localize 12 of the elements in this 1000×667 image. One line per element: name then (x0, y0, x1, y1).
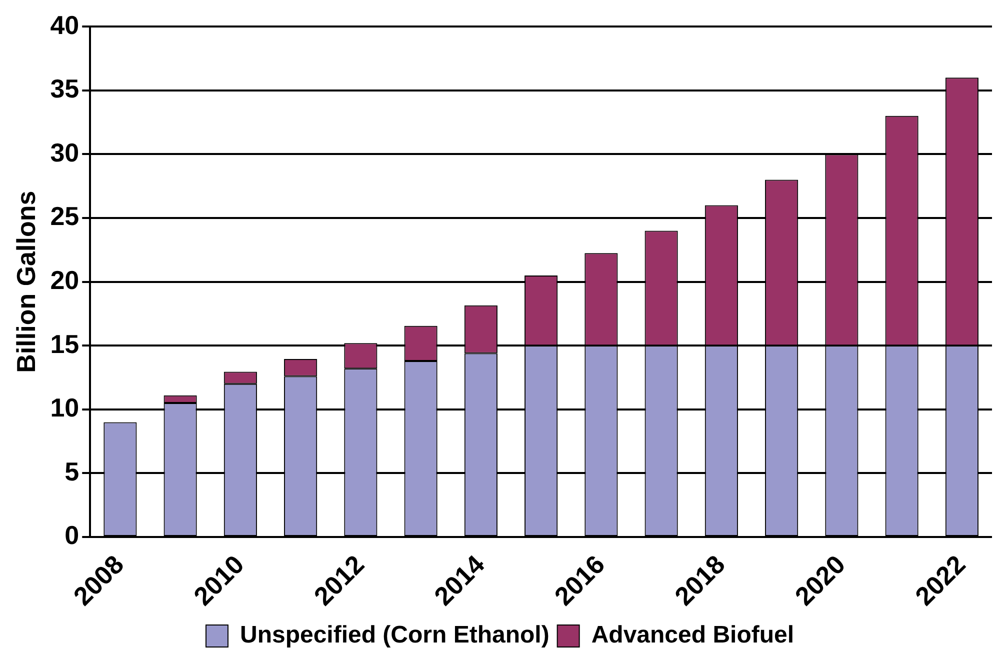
y-tick-label: 15 (50, 328, 80, 359)
y-tick-label: 20 (50, 264, 80, 295)
y-tick-label: 40 (50, 10, 80, 40)
y-tick-label: 35 (50, 74, 80, 104)
y-tick-label: 5 (64, 456, 80, 486)
y-tick-label: 30 (50, 137, 80, 168)
y-tick-label: 25 (50, 201, 80, 232)
y-axis-title: Billion Gallons (10, 190, 41, 373)
y-tick-label: 0 (64, 520, 80, 550)
y-tick-label: 10 (50, 392, 80, 423)
legend-label: Advanced Biofuel (591, 622, 794, 649)
legend-label: Unspecified (Corn Ethanol) (240, 622, 550, 649)
